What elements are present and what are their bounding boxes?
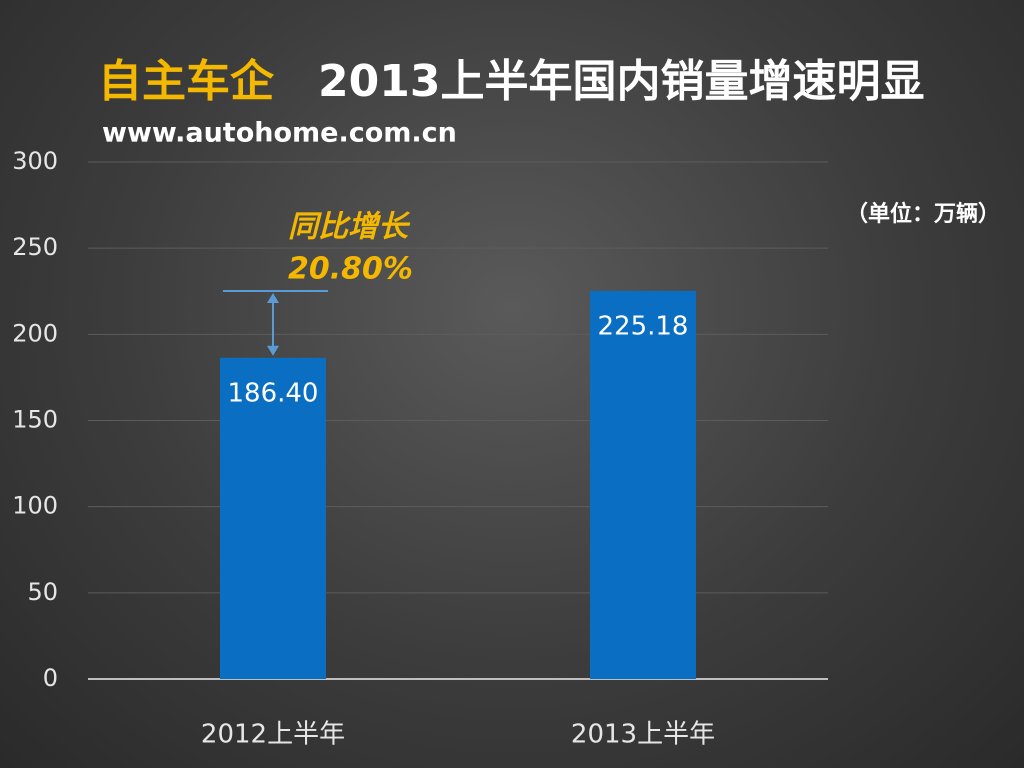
arrow-head (267, 345, 279, 356)
chart-subtitle: www.autohome.com.cn (102, 118, 457, 149)
x-tick-label: 2012上半年 (201, 720, 345, 750)
annotation-label: 同比增长 (288, 210, 411, 245)
y-tick-label: 300 (12, 147, 58, 175)
chart-title: 2013上半年国内销量增速明显 (318, 56, 924, 107)
arrow-head (267, 292, 279, 303)
y-tick-label: 50 (27, 578, 58, 606)
y-tick-label: 0 (43, 664, 58, 692)
value-label: 225.18 (598, 311, 689, 341)
y-tick-label: 250 (12, 233, 58, 261)
chart-title-highlight: 自主车企 (98, 56, 275, 107)
y-tick-label: 150 (12, 406, 58, 434)
annotation-value: 20.80% (288, 252, 413, 287)
unit-label: （单位：万辆） (846, 201, 1000, 227)
x-tick-label: 2013上半年 (571, 720, 715, 750)
value-label: 186.40 (228, 378, 319, 408)
bar (590, 290, 696, 679)
bar (220, 357, 326, 679)
y-tick-label: 100 (12, 492, 58, 520)
y-tick-label: 200 (12, 319, 58, 347)
